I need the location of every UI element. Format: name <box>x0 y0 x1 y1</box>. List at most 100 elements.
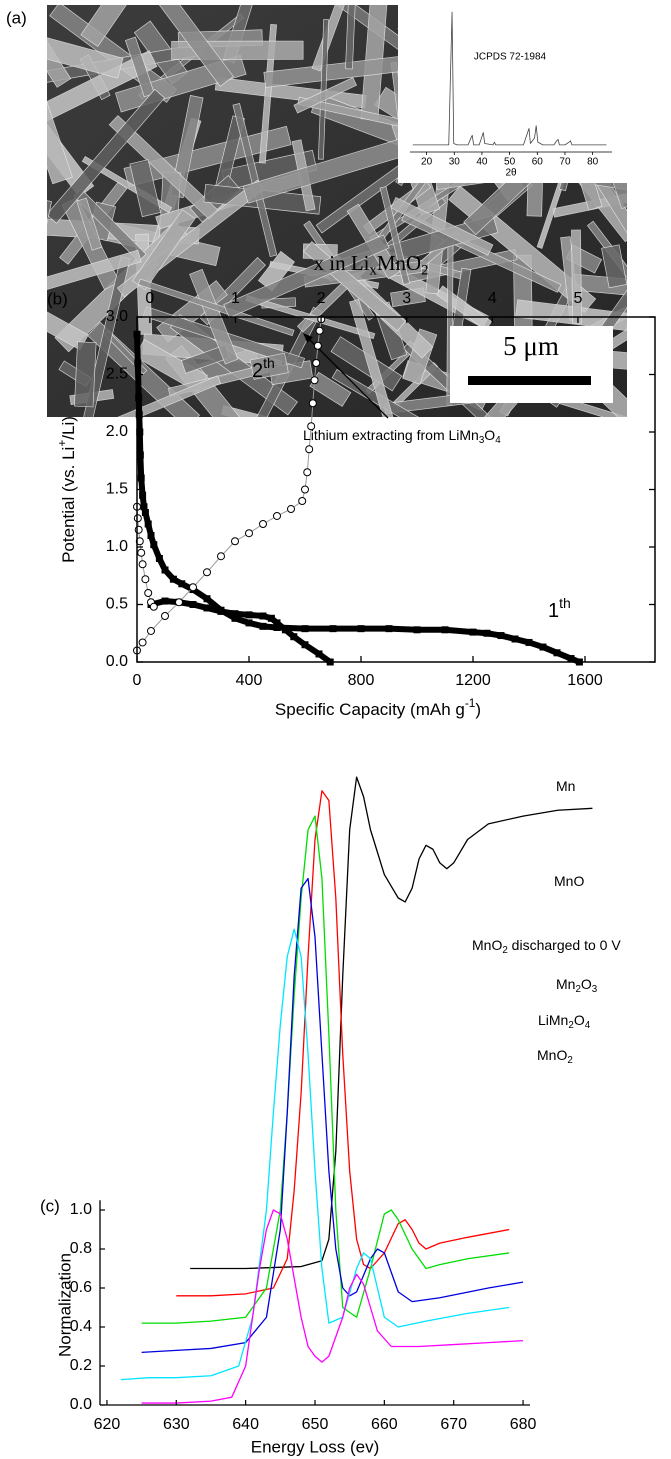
x-tick-label: 0 <box>133 672 142 689</box>
series-label: MnO2 discharged to 0 V <box>472 937 621 956</box>
data-line <box>136 506 155 608</box>
data-point <box>273 619 281 627</box>
text-part: Specific Capacity (mAh g <box>275 700 465 719</box>
annotation-arrowhead <box>303 333 313 343</box>
data-point <box>141 575 150 584</box>
text-part: MnO <box>377 251 421 275</box>
y-tick-label: 0.0 <box>70 1396 92 1413</box>
sem-rod <box>345 5 358 70</box>
text-part: 3 <box>592 984 598 995</box>
scale-bar-box <box>450 326 613 403</box>
x-tick-label: 650 <box>302 1416 329 1433</box>
text-part: th <box>559 595 571 611</box>
x-axis-label: Specific Capacity (mAh g-1) <box>275 696 481 719</box>
sem-rod <box>129 159 162 218</box>
text-part: 0 <box>600 937 608 953</box>
x-tick-label: 800 <box>348 672 375 689</box>
text-part: Potential (vs. Li <box>59 447 78 563</box>
x-tick-label: 660 <box>371 1416 398 1433</box>
sem-rod <box>47 249 142 300</box>
data-point <box>267 614 275 622</box>
text-part: Lithium extracting from LiMn <box>303 427 479 443</box>
text-part: 2 <box>421 263 428 279</box>
data-point <box>141 509 149 516</box>
data-point <box>175 598 183 607</box>
text-part: 4 <box>495 435 501 446</box>
data-point <box>137 548 146 557</box>
text-part: /Li) <box>59 416 78 440</box>
data-point <box>161 566 169 574</box>
data-point <box>138 560 147 569</box>
annotation: Lithium extracting from LiMn3O4 <box>303 427 501 446</box>
data-point <box>217 607 225 615</box>
panel-label: (b) <box>47 289 68 308</box>
sem-rod <box>349 298 406 417</box>
y-tick-label: 2.0 <box>106 423 128 440</box>
sem-rod <box>47 77 73 185</box>
data-point <box>483 629 491 637</box>
y-axis-label: Potential (vs. Li+/Li) <box>55 416 78 563</box>
data-point <box>281 626 289 634</box>
sem-rod <box>137 278 295 337</box>
x-tick-label: 680 <box>510 1416 537 1433</box>
x-tick-label: 1200 <box>455 672 491 689</box>
text-part: 2 <box>567 1055 572 1066</box>
inset-background <box>398 5 627 183</box>
data-point <box>385 625 393 633</box>
data-point <box>137 474 145 482</box>
sem-rod <box>132 209 196 291</box>
text-part: + <box>55 440 69 447</box>
data-point <box>413 626 421 634</box>
data-point <box>315 326 324 335</box>
series-label: LiMn2O4 <box>538 1012 591 1031</box>
data-point <box>259 612 267 620</box>
text-part: x in Li <box>313 251 369 275</box>
sem-rod <box>47 88 166 224</box>
y-tick-label: 1.0 <box>70 1201 92 1218</box>
x-tick-label: 40 <box>476 157 488 168</box>
data-point <box>231 537 239 546</box>
text-part: V <box>607 937 621 953</box>
data-point <box>136 451 144 459</box>
x-tick-label: 640 <box>232 1416 259 1433</box>
x2-tick-label: 5 <box>573 290 582 307</box>
series-label: Mn2O3 <box>556 976 598 995</box>
data-point <box>161 612 169 620</box>
sem-rod <box>526 181 543 217</box>
series-label: MnO2 <box>537 1047 573 1066</box>
data-point <box>511 635 519 643</box>
data-point <box>178 580 186 588</box>
data-line <box>176 790 510 1297</box>
text-part: MnO <box>554 873 584 889</box>
sem-rod <box>76 197 103 251</box>
data-point <box>134 359 142 367</box>
text-part: 3 <box>479 435 485 446</box>
y-tick-label: 1.5 <box>106 481 128 498</box>
data-point <box>301 625 309 633</box>
data-point <box>305 445 314 454</box>
y-tick-label: 0.5 <box>106 596 128 613</box>
data-line <box>141 1209 524 1404</box>
data-point <box>273 511 281 520</box>
data-point <box>135 411 143 419</box>
x-tick-label: 60 <box>532 157 544 168</box>
data-point <box>303 468 312 477</box>
data-point <box>357 625 365 633</box>
data-line <box>120 928 510 1381</box>
data-point <box>203 595 211 603</box>
data-line <box>141 815 510 1324</box>
sem-rod <box>223 234 390 319</box>
data-point <box>287 505 295 514</box>
x-tick-label: 50 <box>504 157 516 168</box>
data-point <box>301 641 309 649</box>
text-part: O <box>581 976 592 992</box>
data-point <box>139 491 147 499</box>
data-point <box>189 583 197 592</box>
data-point <box>329 625 337 633</box>
text-part: ) <box>475 700 481 719</box>
x2-tick-label: 2 <box>317 290 326 307</box>
x-tick-label: 670 <box>440 1416 467 1433</box>
data-point <box>231 614 239 622</box>
x-tick-label: 630 <box>163 1416 190 1433</box>
